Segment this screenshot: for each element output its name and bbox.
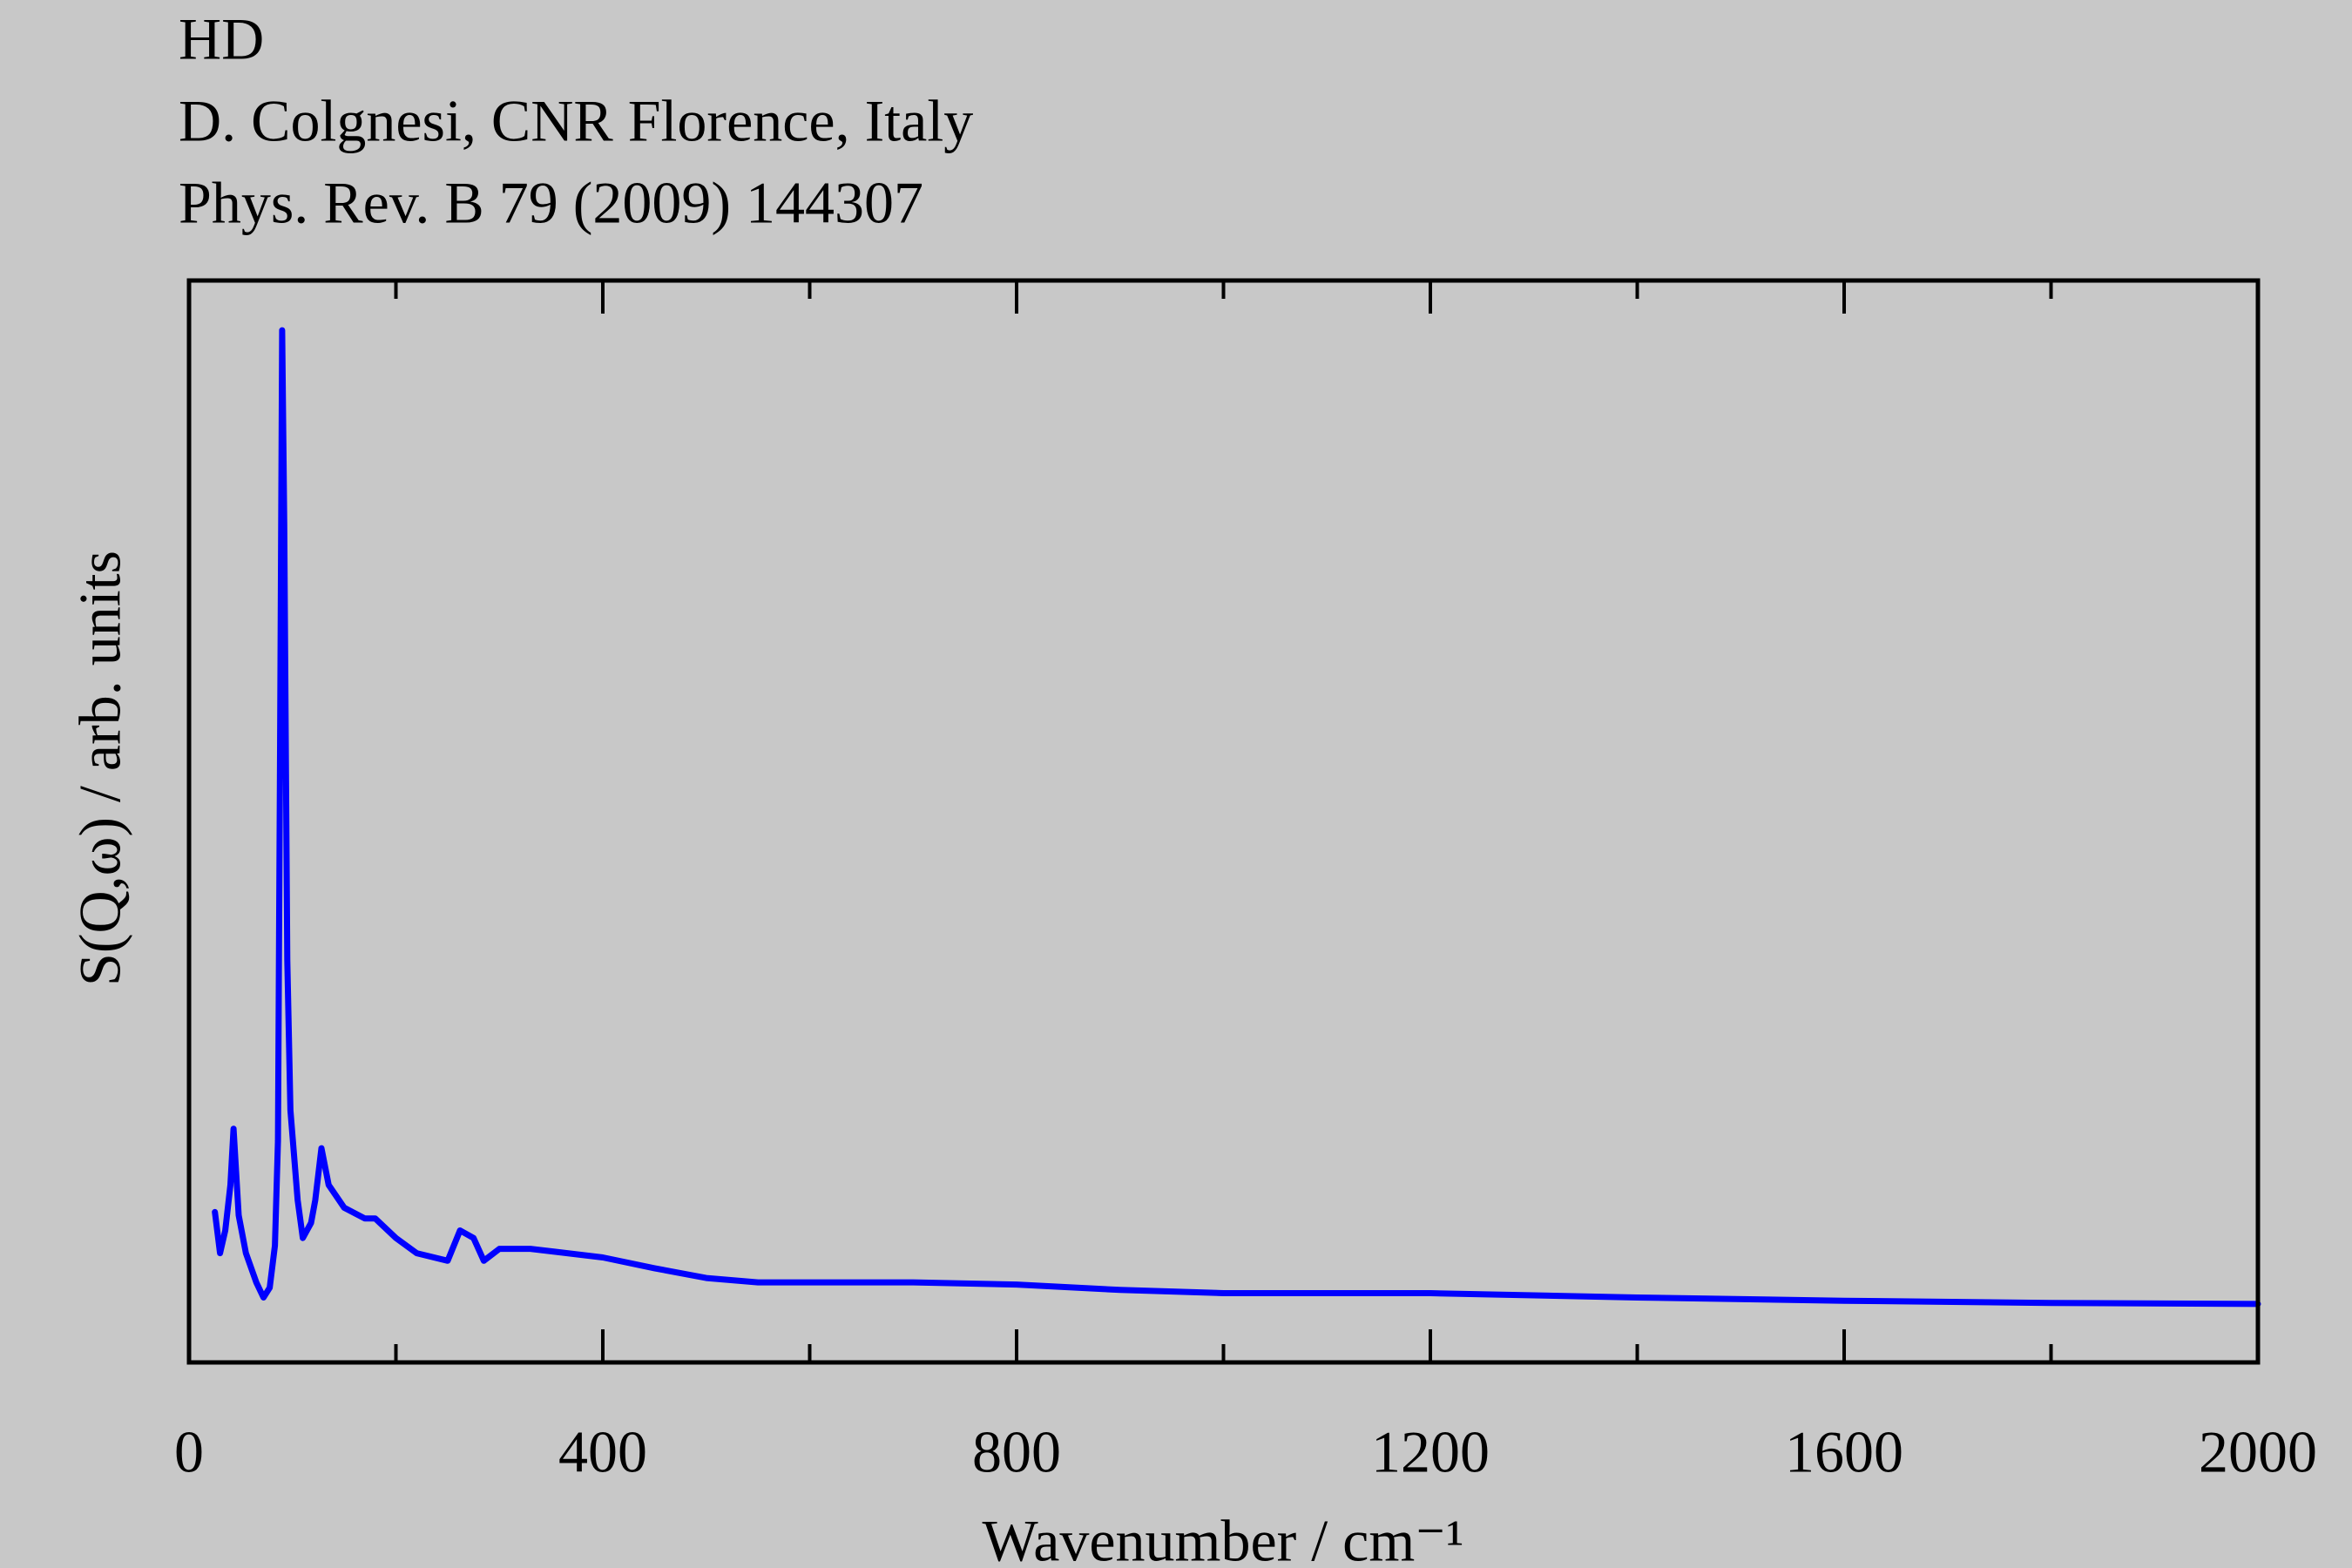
reference: Phys. Rev. B 79 (2009) 144307 bbox=[179, 170, 923, 236]
chart-subtitle: D. Colgnesi, CNR Florence, Italy bbox=[179, 88, 973, 154]
plot-frame bbox=[186, 278, 2261, 1365]
x-tick-label: 1200 bbox=[1371, 1419, 1490, 1485]
data-line bbox=[212, 327, 2261, 1308]
y-axis-label: S(Q,ω) / arb. units bbox=[67, 551, 133, 986]
x-tick-label: 2000 bbox=[2199, 1419, 2317, 1485]
x-tick-label: 400 bbox=[558, 1419, 647, 1485]
x-tick-label: 1600 bbox=[1785, 1419, 1903, 1485]
x-tick-label: 0 bbox=[174, 1419, 204, 1485]
x-axis-label: Wavenumber / cm⁻¹ bbox=[982, 1508, 1463, 1568]
x-tick-label: 800 bbox=[972, 1419, 1061, 1485]
chart-title: HD bbox=[179, 6, 264, 72]
